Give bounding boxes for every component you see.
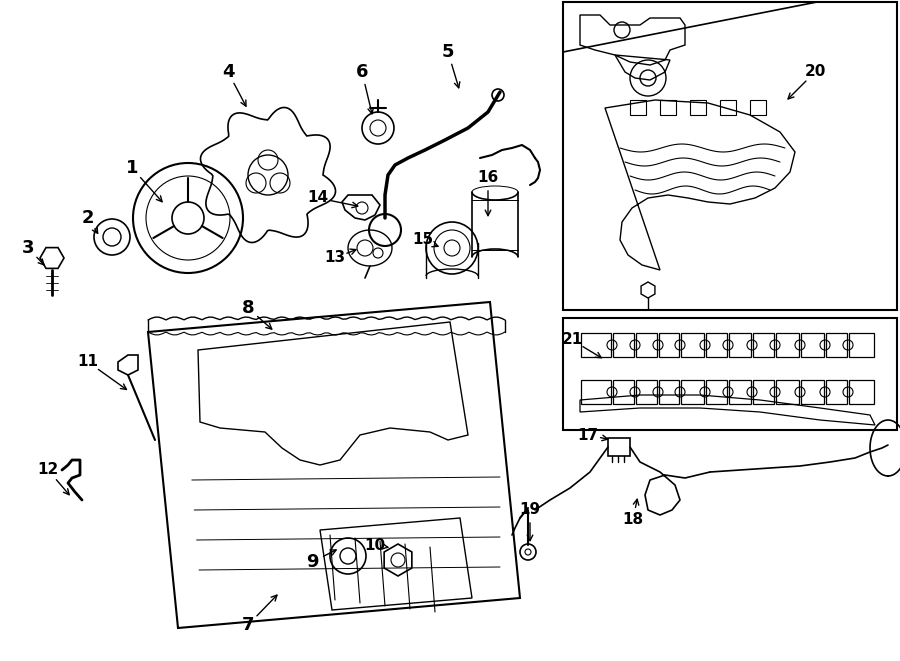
Text: 15: 15 <box>412 233 434 247</box>
Text: 20: 20 <box>805 65 825 79</box>
Text: 2: 2 <box>82 209 94 227</box>
Text: 19: 19 <box>519 502 541 518</box>
Text: 16: 16 <box>477 171 499 186</box>
Text: 6: 6 <box>356 63 368 81</box>
Text: 5: 5 <box>442 43 454 61</box>
Text: 8: 8 <box>242 299 255 317</box>
Text: 17: 17 <box>578 428 599 442</box>
Text: 18: 18 <box>623 512 644 527</box>
Text: 4: 4 <box>221 63 234 81</box>
Text: 7: 7 <box>242 616 254 634</box>
Text: 13: 13 <box>324 251 346 266</box>
Text: 11: 11 <box>77 354 98 369</box>
Text: 21: 21 <box>562 332 582 348</box>
Text: 14: 14 <box>308 190 328 206</box>
Text: 1: 1 <box>126 159 139 177</box>
Text: 10: 10 <box>364 537 385 553</box>
Text: 9: 9 <box>306 553 319 571</box>
Text: 3: 3 <box>22 239 34 257</box>
Text: 12: 12 <box>38 463 58 477</box>
